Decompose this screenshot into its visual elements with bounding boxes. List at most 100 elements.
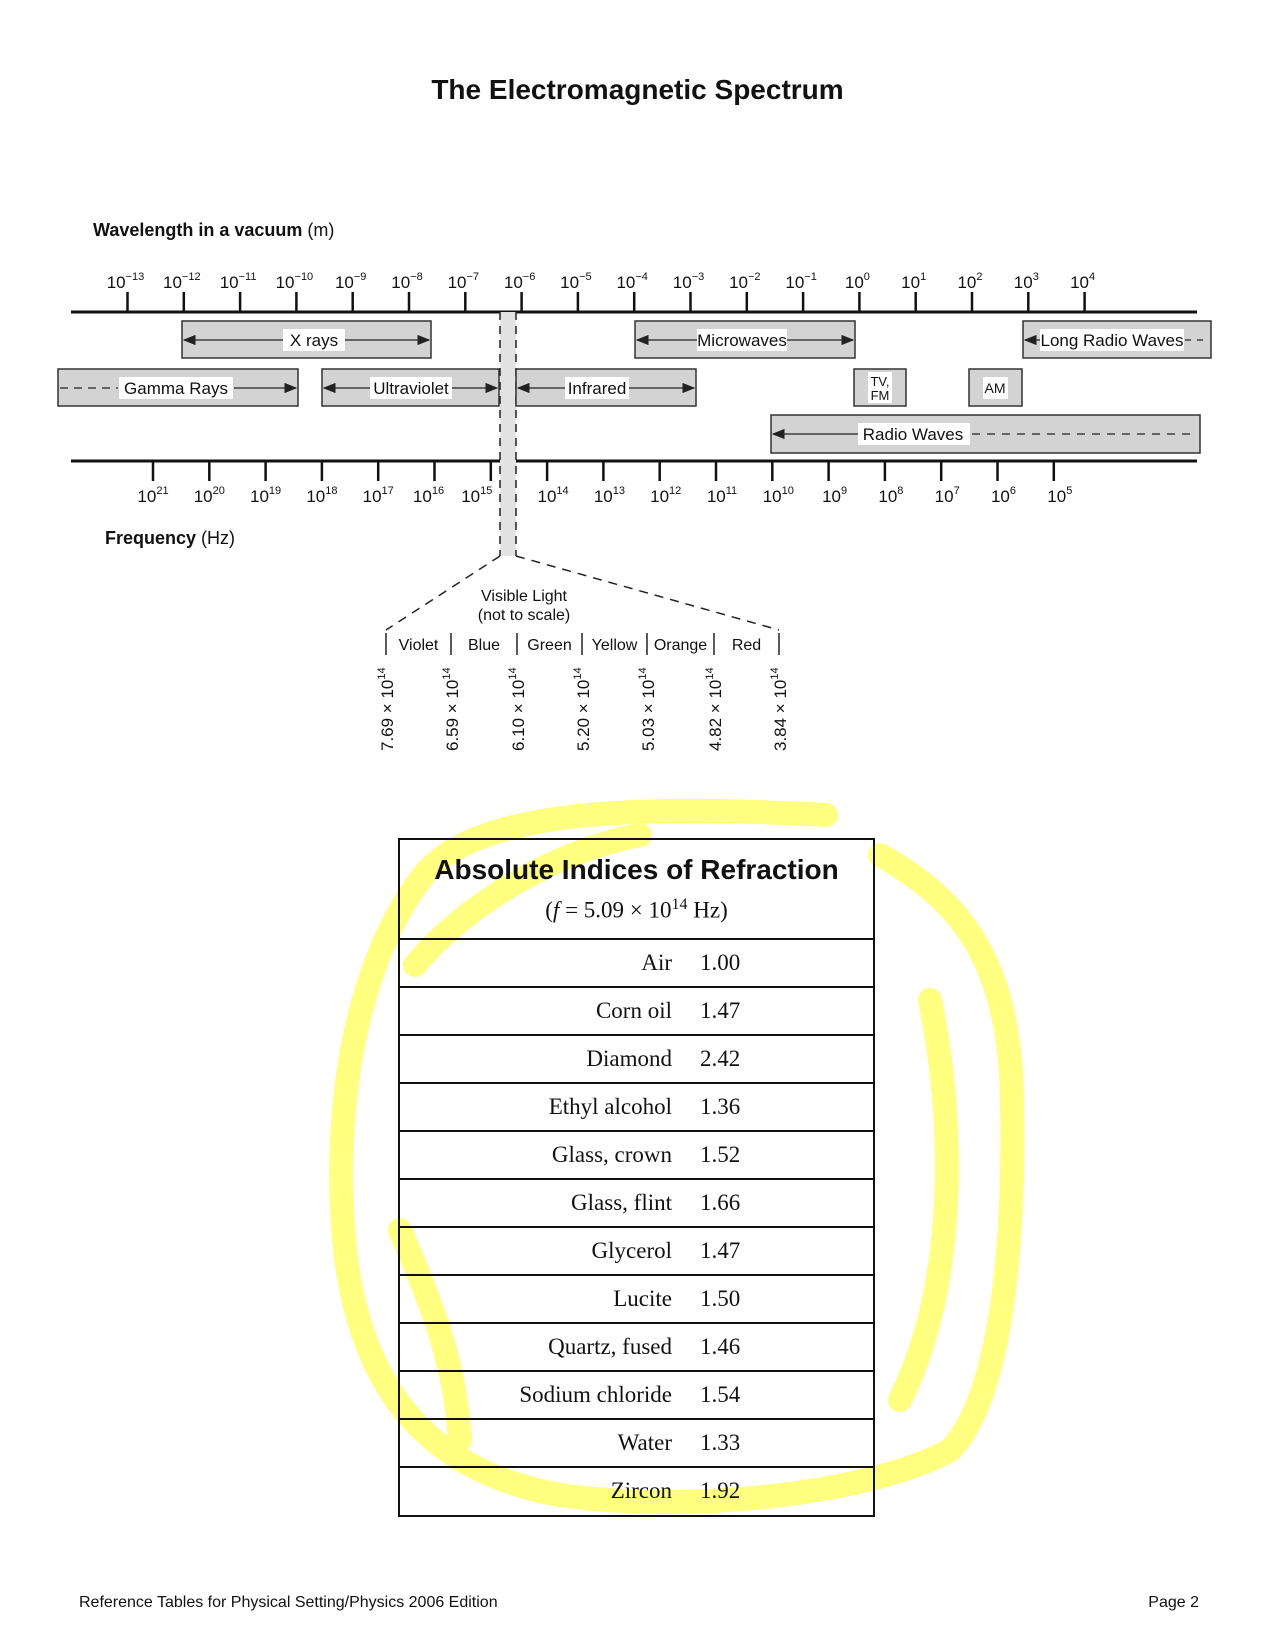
svg-text:4.82 × 1014: 4.82 × 1014: [704, 667, 725, 751]
visible-light-title: Visible Light: [481, 588, 568, 605]
wavelength-tick-label: 101: [901, 271, 926, 292]
refraction-index: 1.46: [700, 1334, 741, 1359]
refraction-index: 1.00: [700, 950, 741, 975]
wavelength-tick-label: 10−5: [560, 271, 591, 292]
table-row: Glass, flint 1.66: [400, 1180, 873, 1228]
color-band-yellow: Yellow: [592, 637, 638, 654]
visible-light-strip: [500, 312, 516, 556]
frequency-tick-label: 1012: [650, 485, 681, 506]
refraction-index: 1.92: [700, 1478, 741, 1503]
color-band-red: Red: [732, 637, 761, 654]
frequency-tick-label: 1013: [594, 485, 625, 506]
frequency-unit: (Hz): [201, 528, 236, 548]
wavelength-tick-label: 10−3: [673, 271, 704, 292]
boundary-frequency-label: 5.20 × 1014: [572, 667, 593, 751]
page-number: Page 2: [1148, 1594, 1199, 1611]
frequency-ticks: 1021 1020 1019 1018 1017 1016 1015 1014 1013 1012…: [137, 461, 1072, 506]
band-gamma-rays: Gamma Rays: [57, 368, 299, 407]
table-row: Quartz, fused 1.46: [400, 1324, 873, 1372]
refraction-index: 1.54: [700, 1382, 741, 1407]
material-name: Diamond: [586, 1046, 672, 1071]
material-name: Quartz, fused: [548, 1334, 672, 1359]
svg-text:6.59 × 1014: 6.59 × 1014: [441, 667, 462, 751]
wavelength-tick-label: 10−6: [504, 271, 535, 292]
svg-text:6.10 × 1014: 6.10 × 1014: [507, 667, 528, 751]
refraction-index: 1.33: [700, 1430, 741, 1455]
material-name: Sodium chloride: [519, 1382, 672, 1407]
band-microwaves: Microwaves: [634, 320, 856, 359]
table-row: Ethyl alcohol 1.36: [400, 1084, 873, 1132]
color-band-violet: Violet: [399, 637, 439, 654]
table-body: Air 1.00 Corn oil 1.47 Diamond 2.42 Ethyl alco…: [400, 940, 873, 1514]
svg-text:5.20 × 1014: 5.20 × 1014: [572, 667, 593, 751]
refraction-index: 1.47: [700, 998, 741, 1023]
svg-text:5.03 × 1014: 5.03 × 1014: [637, 667, 658, 751]
frequency-tick-label: 109: [822, 485, 847, 506]
refraction-index: 2.42: [700, 1046, 741, 1071]
table-row: Water 1.33: [400, 1420, 873, 1468]
color-band-blue: Blue: [468, 637, 500, 654]
svg-text:Long Radio Waves: Long Radio Waves: [1040, 331, 1183, 350]
wavelength-tick-label: 10−12: [163, 271, 201, 292]
frequency-tick-label: 107: [935, 485, 960, 506]
svg-text:AM: AM: [985, 380, 1006, 396]
color-band-orange: Orange: [654, 637, 707, 654]
table-row: Lucite 1.50: [400, 1276, 873, 1324]
svg-text:Gamma Rays: Gamma Rays: [124, 379, 228, 398]
svg-text:Microwaves: Microwaves: [697, 331, 787, 350]
frequency-label-text: Frequency: [105, 528, 197, 548]
svg-text:FM: FM: [871, 388, 890, 403]
band-tv-fm: TV, FM: [853, 368, 907, 407]
refraction-table: Absolute Indices of Refraction (f = 5.09…: [398, 838, 875, 1517]
wavelength-tick-label: 10−13: [107, 271, 145, 292]
boundary-frequency-label: 3.84 × 1014: [769, 667, 790, 751]
svg-text:Ultraviolet: Ultraviolet: [373, 379, 449, 398]
svg-text:7.69 × 1014: 7.69 × 1014: [376, 667, 397, 751]
material-name: Glycerol: [591, 1238, 672, 1263]
wavelength-tick-label: 10−4: [616, 271, 647, 292]
material-name: Corn oil: [595, 998, 672, 1023]
band-am: AM: [968, 368, 1023, 407]
frequency-tick-label: 1014: [538, 485, 569, 506]
frequency-tick-label: 1016: [413, 485, 444, 506]
wavelength-axis-label: Wavelength in a vacuum (m): [93, 220, 334, 241]
material-name: Ethyl alcohol: [548, 1094, 672, 1119]
band-ultraviolet: Ultraviolet: [321, 368, 500, 407]
spectrum-diagram: 10−13 10−12 10−11 10−10 10−9 10−8 10−7 10−6 10−5…: [57, 271, 1212, 751]
material-name: Air: [641, 950, 672, 975]
color-band-green: Green: [527, 637, 571, 654]
wavelength-unit: (m): [307, 220, 335, 240]
wavelength-tick-label: 100: [845, 271, 870, 292]
table-row: Zircon 1.92: [400, 1468, 873, 1514]
refraction-index: 1.52: [700, 1142, 741, 1167]
frequency-tick-label: 1020: [194, 485, 225, 506]
frequency-tick-label: 1015: [461, 485, 492, 506]
visible-light-subtitle: (not to scale): [478, 607, 570, 624]
table-title: Absolute Indices of Refraction: [434, 854, 839, 885]
svg-text:TV,: TV,: [870, 374, 889, 389]
svg-text:Infrared: Infrared: [568, 379, 627, 398]
band-infrared: Infrared: [515, 368, 697, 407]
table-row: Glass, crown 1.52: [400, 1132, 873, 1180]
frequency-tick-label: 108: [878, 485, 903, 506]
footer-reference-title: Reference Tables for Physical Setting/Ph…: [79, 1594, 498, 1611]
svg-text:Radio Waves: Radio Waves: [863, 425, 963, 444]
visible-zoom-line-right: [515, 555, 780, 631]
boundary-frequency-label: 6.59 × 1014: [441, 667, 462, 751]
table-row: Diamond 2.42: [400, 1036, 873, 1084]
frequency-tick-label: 1010: [763, 485, 794, 506]
page-title: The Electromagnetic Spectrum: [431, 74, 844, 105]
visible-zoom-line-left: [385, 555, 501, 631]
material-name: Glass, flint: [571, 1190, 672, 1215]
frequency-tick-label: 1018: [306, 485, 337, 506]
band-long-radio-waves: Long Radio Waves: [1022, 320, 1212, 359]
material-name: Lucite: [613, 1286, 672, 1311]
boundary-frequency-label: 7.69 × 1014: [376, 667, 397, 751]
wavelength-tick-label: 10−10: [276, 271, 314, 292]
svg-text:X rays: X rays: [290, 331, 338, 350]
boundary-frequency-label: 4.82 × 1014: [704, 667, 725, 751]
wavelength-tick-label: 10−7: [448, 271, 479, 292]
frequency-tick-label: 105: [1047, 485, 1072, 506]
frequency-tick-label: 1019: [250, 485, 281, 506]
